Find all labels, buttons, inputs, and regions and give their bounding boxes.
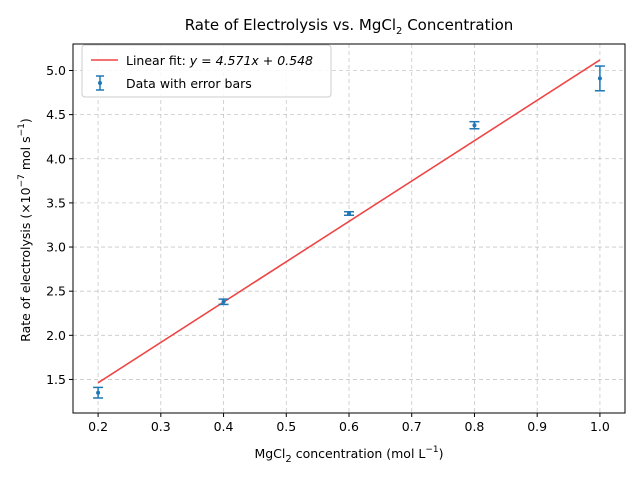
x-tick-label: 0.6: [339, 419, 359, 434]
legend: Linear fit: y = 4.571x + 0.548 Data with…: [81, 44, 332, 98]
x-tick-label: 0.8: [465, 419, 485, 434]
y-tick-label: 2.0: [46, 328, 66, 343]
y-tick-label: 3.5: [46, 195, 66, 210]
y-tick-label: 1.5: [46, 372, 66, 387]
x-axis-ticks: 0.2 0.3 0.4 0.5 0.6 0.7 0.8 0.9 1.0: [88, 413, 610, 434]
data-marker: [472, 123, 477, 128]
legend-data-label: Data with error bars: [126, 76, 252, 91]
data-point: [93, 386, 104, 399]
x-tick-label: 0.4: [214, 419, 234, 434]
y-tick-label: 2.5: [46, 284, 66, 299]
x-axis-label: MgCl2 concentration (mol L−1): [254, 445, 443, 465]
data-marker: [96, 390, 101, 395]
data-layer: [93, 65, 605, 399]
x-tick-label: 0.5: [276, 419, 296, 434]
legend-data-swatch: [96, 75, 104, 91]
y-tick-label: 4.0: [46, 151, 66, 166]
data-point: [218, 298, 229, 306]
fit-line: [97, 59, 601, 384]
data-marker: [597, 76, 602, 81]
data-marker: [347, 211, 351, 216]
y-axis-ticks: 1.5 2.0 2.5 3.0 3.5 4.0 4.5 5.0: [46, 63, 73, 387]
grid: [73, 44, 625, 413]
data-marker: [221, 299, 226, 304]
data-point: [469, 120, 480, 130]
y-tick-label: 3.0: [46, 240, 66, 255]
data-point: [344, 210, 354, 217]
x-tick-label: 0.9: [527, 419, 547, 434]
x-tick-label: 0.3: [151, 419, 171, 434]
data-point: [594, 65, 605, 92]
x-tick-label: 1.0: [590, 419, 610, 434]
legend-fit-label: Linear fit: y = 4.571x + 0.548: [126, 53, 313, 68]
y-tick-label: 5.0: [46, 63, 66, 78]
x-tick-label: 0.7: [402, 419, 422, 434]
x-tick-label: 0.2: [88, 419, 108, 434]
chart-title: Rate of Electrolysis vs. MgCl2 Concentra…: [185, 16, 514, 37]
y-tick-label: 4.5: [46, 107, 66, 122]
legend-box: [81, 44, 332, 98]
fit-layer: [97, 59, 601, 384]
y-axis-label: Rate of electrolysis (×10−7 mol s−1): [17, 118, 33, 342]
